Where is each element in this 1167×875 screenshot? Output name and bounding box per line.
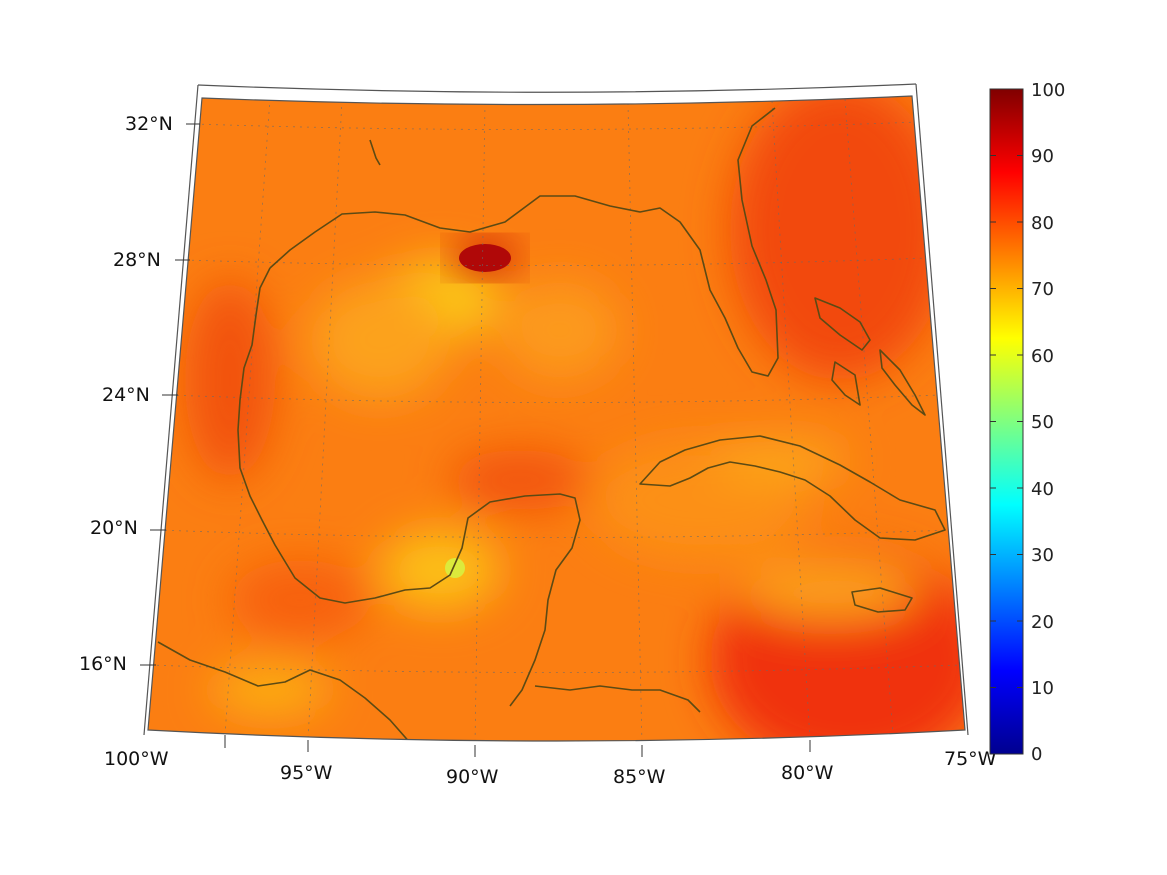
lon-label-80w: 80°W — [781, 762, 834, 784]
lat-label-32n: 32°N — [125, 113, 173, 135]
colorbar: 100 90 80 70 60 50 40 30 20 10 0 — [989, 80, 1065, 765]
lon-label-75w: 75°W — [944, 748, 997, 770]
colorbar-label-60: 60 — [1031, 346, 1054, 367]
colorbar-label-0: 0 — [1031, 744, 1042, 765]
lon-label-100w: 100°W — [104, 748, 169, 770]
colorbar-label-100: 100 — [1031, 80, 1065, 101]
graticule — [149, 97, 963, 741]
heat-field — [148, 96, 965, 741]
lon-label-85w: 85°W — [613, 766, 666, 788]
lat-label-24n: 24°N — [102, 384, 150, 406]
colorbar-label-30: 30 — [1031, 545, 1054, 566]
lon-label-95w: 95°W — [280, 762, 333, 784]
colorbar-ticks — [990, 88, 1023, 688]
colorbar-label-70: 70 — [1031, 279, 1054, 300]
colorbar-label-40: 40 — [1031, 479, 1054, 500]
colorbar-label-10: 10 — [1031, 678, 1054, 699]
lat-label-28n: 28°N — [113, 249, 161, 271]
map-frame — [147, 95, 966, 742]
colorbar-label-50: 50 — [1031, 412, 1054, 433]
colorbar-label-90: 90 — [1031, 146, 1054, 167]
coastlines — [157, 107, 946, 741]
lat-label-20n: 20°N — [90, 517, 138, 539]
lat-label-16n: 16°N — [79, 653, 127, 675]
colorbar-label-20: 20 — [1031, 612, 1054, 633]
colorbar-label-80: 80 — [1031, 213, 1054, 234]
axis-ticks — [140, 123, 811, 757]
lon-label-90w: 90°W — [446, 766, 499, 788]
